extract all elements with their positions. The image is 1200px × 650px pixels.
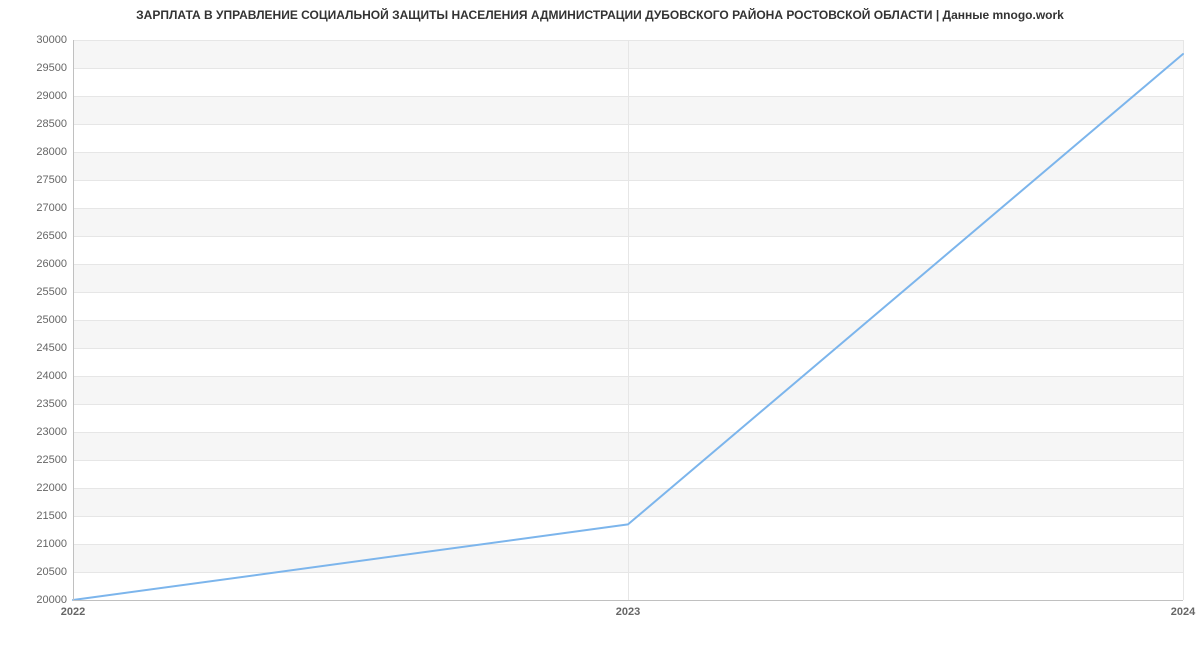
y-tick-label: 22000 (36, 482, 73, 494)
y-tick-label: 30000 (36, 34, 73, 46)
chart-title: ЗАРПЛАТА В УПРАВЛЕНИЕ СОЦИАЛЬНОЙ ЗАЩИТЫ … (0, 0, 1200, 22)
plot-area: 2000020500210002150022000225002300023500… (73, 40, 1183, 600)
line-layer (73, 40, 1183, 600)
y-tick-label: 23500 (36, 398, 73, 410)
x-tick-label: 2024 (1171, 600, 1195, 618)
y-tick-label: 21500 (36, 510, 73, 522)
y-tick-label: 25000 (36, 314, 73, 326)
y-tick-label: 27500 (36, 174, 73, 186)
y-tick-label: 24500 (36, 342, 73, 354)
y-tick-label: 23000 (36, 426, 73, 438)
y-tick-label: 29500 (36, 62, 73, 74)
v-gridline (1183, 40, 1184, 600)
x-axis-line (73, 600, 1183, 601)
y-tick-label: 21000 (36, 538, 73, 550)
x-tick-label: 2022 (61, 600, 85, 618)
y-tick-label: 28000 (36, 146, 73, 158)
chart-container: ЗАРПЛАТА В УПРАВЛЕНИЕ СОЦИАЛЬНОЙ ЗАЩИТЫ … (0, 0, 1200, 650)
y-tick-label: 20500 (36, 566, 73, 578)
y-tick-label: 27000 (36, 202, 73, 214)
y-tick-label: 25500 (36, 286, 73, 298)
y-tick-label: 24000 (36, 370, 73, 382)
y-tick-label: 22500 (36, 454, 73, 466)
y-tick-label: 26000 (36, 258, 73, 270)
y-tick-label: 29000 (36, 90, 73, 102)
y-tick-label: 26500 (36, 230, 73, 242)
y-axis-line (73, 40, 74, 600)
x-tick-label: 2023 (616, 600, 640, 618)
y-tick-label: 28500 (36, 118, 73, 130)
series-line-salary (73, 54, 1183, 600)
